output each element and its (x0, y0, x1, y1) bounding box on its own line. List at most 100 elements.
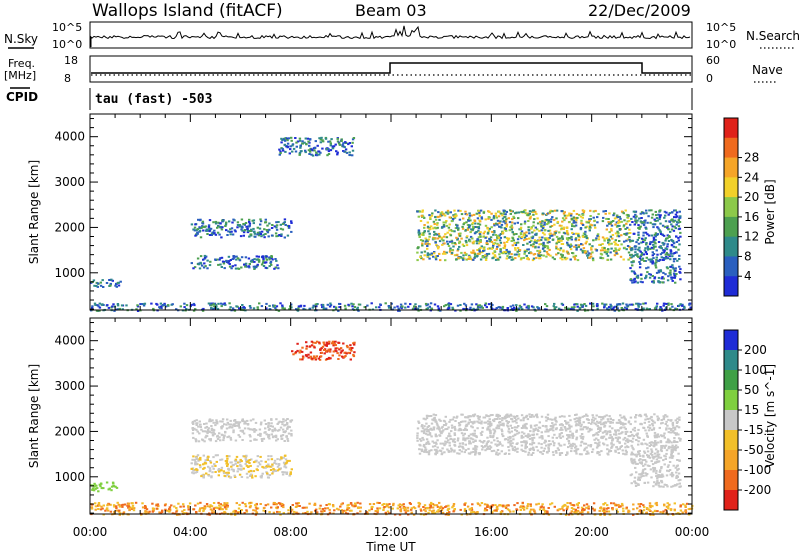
echo-cell (469, 231, 472, 234)
nsky-tick-top: 10^5 (52, 21, 82, 34)
echo-cell (614, 436, 618, 439)
echo-cell (231, 221, 234, 224)
echo-cell (678, 258, 681, 260)
echo-cell (625, 307, 628, 310)
echo-cell (461, 420, 464, 423)
echo-cell (672, 276, 675, 279)
echo-cell (555, 235, 559, 238)
echo-cell (485, 306, 488, 309)
echo-cell (351, 305, 354, 308)
echo-cell (500, 226, 503, 229)
echo-cell (580, 222, 583, 225)
echo-cell (485, 509, 488, 512)
echo-cell (280, 233, 283, 236)
echo-cell (667, 303, 670, 306)
echo-cell (227, 468, 231, 471)
echo-cell (589, 218, 592, 221)
echo-cell (429, 415, 433, 417)
echo-cell (499, 443, 502, 446)
echo-cell (581, 251, 585, 254)
echo-cell (592, 210, 595, 213)
echo-cell (470, 425, 473, 428)
echo-cell (444, 259, 447, 262)
echo-cell (608, 212, 611, 215)
echo-cell (535, 415, 538, 418)
echo-cell (574, 445, 578, 448)
echo-cell (520, 223, 523, 226)
echo-cell (557, 237, 560, 240)
echo-cell (666, 279, 670, 282)
echo-cell (470, 228, 473, 231)
echo-cell (588, 218, 591, 221)
colorbar-tick-label: 28 (744, 151, 759, 165)
echo-cell (512, 435, 515, 438)
echo-cell (423, 224, 426, 226)
echo-cell (205, 425, 209, 428)
echo-cell (534, 245, 537, 248)
echo-cell (462, 217, 465, 220)
echo-cell (451, 242, 454, 245)
echo-cell (317, 357, 320, 360)
echo-cell (423, 508, 426, 511)
echo-cell (577, 238, 581, 241)
echo-cell (630, 253, 633, 256)
echo-cell (631, 221, 634, 223)
echo-cell (480, 216, 483, 219)
echo-cell (155, 504, 158, 507)
echo-cell (636, 253, 639, 256)
echo-cell (345, 344, 349, 347)
echo-cell (466, 227, 470, 230)
echo-cell (312, 355, 316, 358)
echo-cell (212, 431, 215, 434)
echo-cell (629, 278, 633, 281)
echo-cell (192, 309, 196, 312)
echo-cell (482, 250, 485, 252)
echo-cell (592, 239, 595, 242)
echo-cell (221, 418, 225, 421)
echo-cell (479, 306, 482, 309)
echo-cell (342, 145, 345, 148)
echo-cell (553, 306, 556, 309)
echo-cell (348, 509, 352, 512)
echo-cell (442, 225, 446, 228)
echo-cell (610, 229, 613, 232)
echo-cell (200, 428, 203, 431)
echo-cell (674, 267, 677, 270)
echo-cell (476, 304, 480, 307)
echo-cell (677, 219, 680, 221)
echo-cell (313, 502, 317, 505)
echo-cell (262, 233, 265, 236)
echo-cell (629, 240, 632, 243)
echo-cell (611, 439, 614, 441)
echo-cell (570, 218, 574, 221)
echo-cell (603, 251, 607, 254)
echo-cell (614, 248, 618, 251)
echo-cell (566, 451, 569, 454)
echo-cell (553, 218, 556, 221)
echo-cell (234, 458, 238, 461)
echo-cell (202, 476, 205, 479)
echo-cell (522, 234, 526, 237)
echo-cell (420, 430, 424, 433)
echo-cell (259, 220, 263, 223)
echo-cell (417, 501, 420, 504)
echo-cell (608, 450, 611, 453)
echo-cell (531, 235, 535, 238)
echo-cell (530, 252, 533, 255)
echo-cell (482, 441, 485, 444)
echo-cell (273, 225, 276, 228)
echo-cell (91, 307, 94, 309)
echo-cell (486, 428, 489, 431)
echo-cell (610, 436, 613, 439)
echo-cell (198, 510, 201, 513)
echo-cell (212, 456, 215, 459)
echo-cell (261, 440, 264, 442)
echo-cell (546, 247, 550, 250)
echo-cell (484, 254, 487, 257)
echo-cell (233, 511, 237, 514)
colorbar-segment (724, 137, 738, 159)
echo-cell (500, 223, 504, 226)
echo-cell (547, 446, 550, 449)
echo-cell (654, 232, 658, 235)
echo-cell (191, 420, 195, 423)
